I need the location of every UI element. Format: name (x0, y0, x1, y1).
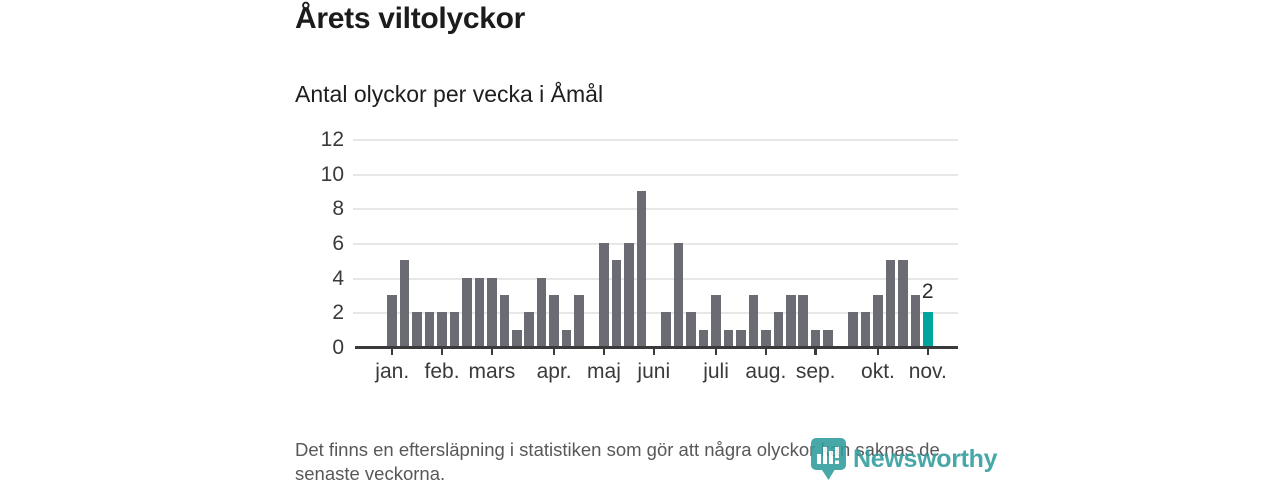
y-axis-tick-label: 4 (332, 266, 344, 290)
y-axis-tick-label: 12 (320, 128, 344, 151)
footer-note: Det finns en eftersläpning i statistiken… (295, 439, 940, 480)
x-axis-tick-sep (814, 348, 817, 355)
x-axis-tick-mars (490, 348, 494, 355)
bar-week-11 (512, 329, 522, 347)
y-axis-tick-label: 6 (332, 232, 344, 255)
newsworthy-logo-icon (811, 438, 846, 480)
highlighted-bar-value-label: 2 (921, 280, 934, 304)
grid-line-y8 (353, 208, 958, 211)
bar-week-40 (873, 295, 883, 347)
grid-line-y2 (353, 312, 958, 315)
bar-week-20 (624, 243, 634, 347)
bar-week-3 (412, 312, 422, 347)
plot-area: 0 2 4 6 8 10 12 jan. feb. mars apr. maj juni juli aug.… (321, 129, 958, 383)
y-axis-tick-label: 8 (332, 197, 344, 221)
bar-week-25 (686, 312, 696, 347)
x-axis-label-apr: apr. (536, 360, 572, 383)
bar-week-6 (449, 312, 460, 347)
newsworthy-logo: Newsworthy (811, 438, 998, 480)
bar-week-9 (487, 277, 497, 347)
bar-week-23 (661, 312, 671, 347)
x-axis-label-okt: okt. (861, 360, 895, 383)
page-title: Årets viltolyckor (295, 2, 525, 35)
bar-week-2 (399, 260, 410, 347)
bar-week-18 (599, 243, 609, 347)
chart-subtitle: Antal olyckor per vecka i Åmål (295, 81, 604, 107)
bar-week-1 (387, 295, 397, 347)
grid-line-y10 (353, 173, 958, 176)
highlighted-bar (923, 312, 933, 347)
bar-week-24 (673, 243, 684, 347)
bar-week-14 (549, 295, 559, 347)
x-axis-label-jan: jan. (375, 360, 410, 383)
bar-week-39 (860, 312, 871, 347)
bar-week-7 (462, 277, 472, 347)
bar-week-21 (636, 191, 647, 347)
x-axis-label-juli: juli (703, 360, 729, 383)
bar-week-26 (698, 329, 709, 347)
x-axis-line (355, 346, 958, 349)
bar-week-38 (848, 312, 858, 347)
x-axis-tick-feb (440, 348, 444, 355)
x-axis-tick-aug (764, 348, 768, 355)
x-axis-tick-nov (926, 348, 930, 355)
x-axis-label-nov: nov. (908, 360, 947, 383)
y-axis-tick-label: 0 (332, 336, 344, 359)
newsworthy-logo-text: Newsworthy (853, 445, 998, 473)
grid-line-y12 (353, 139, 958, 141)
bar-week-29 (736, 329, 746, 347)
grid-line-y4 (353, 277, 958, 280)
bar-week-12 (524, 312, 534, 347)
x-axis-tick-apr (552, 348, 556, 355)
y-axis-tick-label: 2 (332, 301, 344, 325)
bar-week-4 (424, 312, 435, 347)
x-axis-tick-okt (876, 348, 880, 355)
bar-week-28 (723, 329, 734, 347)
bar-week-15 (561, 329, 572, 347)
bar-week-33 (786, 295, 796, 347)
grid-line-y6 (353, 243, 958, 245)
bar-week-41 (885, 260, 896, 347)
bar-week-36 (823, 329, 833, 347)
bar-week-16 (574, 295, 584, 347)
bar-week-27 (711, 295, 721, 347)
x-axis-label-sep: sep. (795, 360, 836, 383)
bar-week-43 (910, 295, 921, 347)
x-axis-tick-juli (714, 348, 718, 355)
bar-week-31 (761, 329, 771, 347)
bar-week-42 (898, 260, 908, 347)
bar-week-34 (798, 295, 808, 347)
bar-week-30 (748, 295, 759, 347)
bar-week-8 (474, 277, 485, 347)
bar-week-19 (611, 260, 622, 347)
bar-week-35 (810, 329, 821, 347)
bar-week-5 (437, 312, 447, 347)
y-axis-tick-label: 10 (320, 162, 344, 186)
x-axis-label-feb: feb. (424, 360, 460, 383)
x-axis-tick-maj (602, 348, 606, 355)
x-axis-label-mars: mars (468, 360, 516, 383)
x-axis-label-juni: juni (637, 360, 671, 383)
bar-week-13 (536, 277, 547, 347)
x-axis-label-maj: maj (587, 360, 621, 383)
x-axis-tick-juni (652, 348, 656, 355)
bar-week-32 (773, 312, 784, 347)
x-axis-label-aug: aug. (745, 360, 787, 383)
bar-week-10 (499, 295, 510, 347)
x-axis-tick-jan (390, 348, 394, 355)
